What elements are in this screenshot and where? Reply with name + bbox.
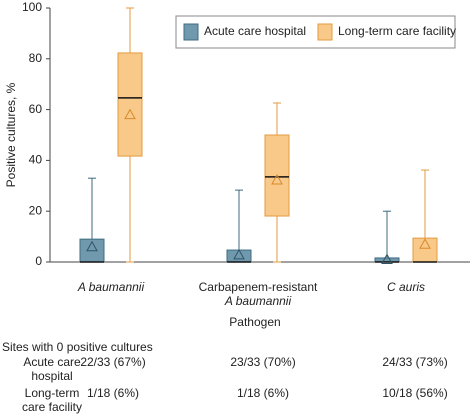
box <box>226 249 252 263</box>
legend-swatch <box>183 23 199 41</box>
mean-marker <box>419 238 431 249</box>
y-tick-label: 20 <box>29 203 43 217</box>
table-cell: 1/18 (6%) <box>236 386 290 400</box>
x-tick-label: Carbapenem-resistant <box>199 280 318 294</box>
y-tick-label: 0 <box>35 254 42 268</box>
y-tick-label: 60 <box>29 102 43 116</box>
x-tick-label: A baumannii <box>224 294 292 308</box>
legend-swatch <box>317 23 333 41</box>
legend-label: Long-term care facility <box>338 24 456 38</box>
mean-marker <box>381 253 393 264</box>
y-tick-label: 40 <box>29 153 43 167</box>
table-cell: 1/18 (6%) <box>86 386 140 400</box>
row-label: Acute care hospital <box>23 355 81 383</box>
box <box>412 237 438 263</box>
x-axis-label: Pathogen <box>229 315 280 329</box>
x-tick-label: C auris <box>387 280 425 294</box>
mean-marker <box>86 240 98 252</box>
table-cell: 23/33 (70%) <box>230 355 296 369</box>
y-tick-label: 100 <box>22 0 42 14</box>
legend-frame <box>175 15 456 49</box>
mean-marker <box>271 173 283 185</box>
legend-label: Acute care hospital <box>204 24 306 38</box>
y-tick-label: 80 <box>29 51 43 65</box>
mean-marker <box>233 248 245 260</box>
table-cell: 22/33 (67%) <box>80 355 146 369</box>
table-title: Sites with 0 positive cultures <box>2 340 153 354</box>
table-cell: 10/18 (56%) <box>382 386 448 400</box>
chart: Positive cultures, % Pathogen 0 20 40 60 80 1… <box>4 0 470 329</box>
box <box>117 52 143 157</box>
table-cell: 24/33 (73%) <box>382 355 448 369</box>
mean-marker <box>124 108 136 120</box>
x-tick-label: A baumannii <box>77 280 145 294</box>
row-label: Long-term care facility <box>21 386 83 414</box>
y-axis-label: Positive cultures, % <box>4 82 18 187</box>
